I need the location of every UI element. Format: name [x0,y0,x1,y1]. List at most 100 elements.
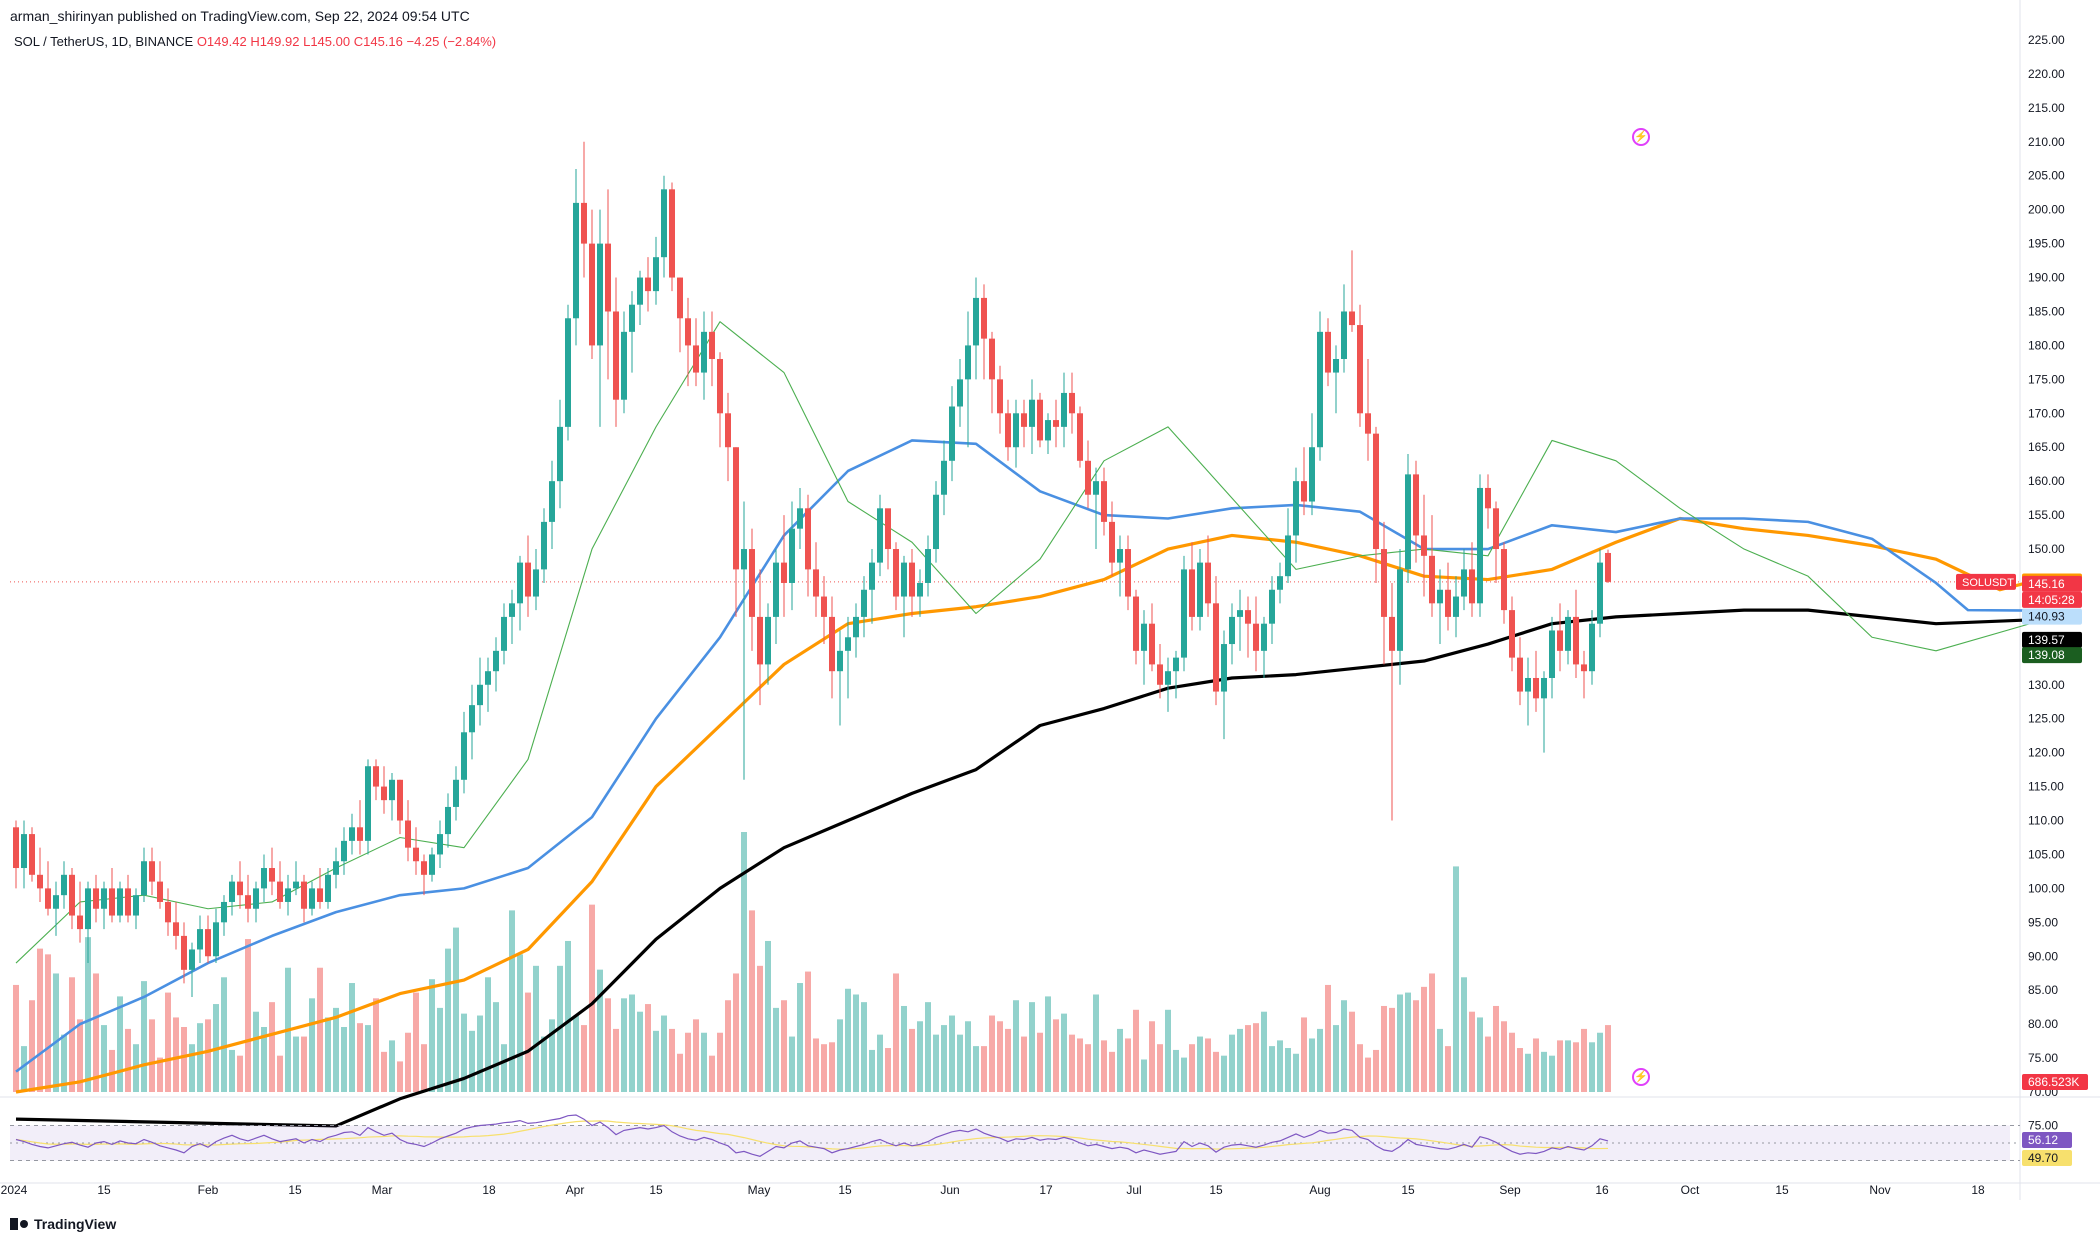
candle-body [813,569,819,597]
candle-body [381,786,387,801]
candle-body [413,847,419,862]
volume-bar [1517,1048,1523,1092]
volume-bar [125,1028,131,1092]
volume-bar [525,992,531,1092]
volume-bar [381,1051,387,1092]
candle-body [821,596,827,617]
volume-bar [797,983,803,1092]
volume-bar [1525,1053,1531,1092]
volume-bar [13,984,19,1092]
price-tick-label: 215.00 [2028,101,2065,115]
candle-body [1253,623,1259,651]
candle-body [1069,392,1075,414]
volume-bar [1229,1034,1235,1092]
rsi-value-bg [2022,1132,2072,1148]
volume-bar [829,1042,835,1092]
volume-bar [925,1002,931,1092]
candle-body [1341,311,1347,359]
volume-bar [453,927,459,1092]
candle-body [1293,481,1299,536]
candle-body [1509,610,1515,658]
price-tick-label: 110.00 [2028,814,2064,828]
price-tick-label: 115.00 [2028,780,2064,794]
time-tick-label: Apr [566,1183,585,1197]
candle-body [621,331,627,400]
candle-body [1397,569,1403,651]
candle-body [205,929,211,957]
candle-body [717,358,723,414]
candle-body [237,881,243,896]
volume-bar [645,1004,651,1092]
volume-bar [397,1061,403,1092]
volume-bar [997,1021,1003,1092]
volume-bar [901,1005,907,1092]
candle-body [1269,589,1275,624]
price-tick-label: 160.00 [2028,474,2065,488]
volume-bar [1469,1011,1475,1092]
candle-body [693,345,699,373]
volume-bar [981,1046,987,1092]
candle-body [925,549,931,583]
candle-body [1061,392,1067,427]
volume-bar [413,992,419,1092]
candle-body [469,705,475,733]
tradingview-logo-icon [10,1218,28,1230]
candle-body [1237,610,1243,617]
candle-body [725,413,731,448]
volume-bar [293,1036,299,1092]
candle-body [1325,331,1331,373]
candle-body [1133,596,1139,651]
price-tick-label: 180.00 [2028,338,2065,352]
candle-body [917,582,923,597]
high-value: H149.92 [250,34,300,49]
candle-body [877,508,883,563]
volume-bar [813,1038,819,1092]
candle-body [565,318,571,427]
volume-bar [1453,866,1459,1092]
candle-body [69,874,75,916]
candle-body [797,508,803,529]
volume-bar [909,1028,915,1092]
volume-bar [197,1023,203,1092]
volume-bar [61,1034,67,1092]
volume-bar [837,1019,843,1092]
volume-bar [1549,1055,1555,1092]
candle-body [253,888,259,909]
volume-bar [421,1044,427,1092]
candle-body [589,243,595,346]
candle-body [117,888,123,916]
symbol-title[interactable]: SOL / TetherUS, 1D, BINANCE [14,34,194,49]
candle-body [557,426,563,482]
tradingview-logo[interactable]: TradingView [10,1216,116,1232]
volume-bar [1285,1048,1291,1092]
price-tick-label: 220.00 [2028,67,2065,81]
candle-body [85,888,91,930]
price-tick-label: 165.00 [2028,440,2065,454]
candle-body [1109,521,1115,563]
candle-body [453,779,459,807]
candle-body [1501,549,1507,611]
volume-bar [1021,1036,1027,1092]
lightning-icon[interactable]: ⚡ [1632,128,1650,146]
volume-bar [1461,977,1467,1092]
volume-bar [1221,1055,1227,1092]
time-tick-label: 16 [1595,1183,1609,1197]
candle-body [1421,535,1427,556]
candle-body [405,820,411,848]
volume-bar [1605,1025,1611,1092]
time-tick-label: 15 [1401,1183,1415,1197]
volume-bar [1149,1021,1155,1092]
volume-bar [261,1027,267,1092]
volume-bar [69,977,75,1092]
candle-body [189,949,195,970]
volume-bar [309,998,315,1092]
candle-body [1333,358,1339,373]
price-tick-label: 155.00 [2028,508,2065,522]
time-tick-label: 15 [1775,1183,1789,1197]
candle-body [789,528,795,583]
candle-body [605,243,611,312]
volume-bar [301,1036,307,1092]
candle-body [1285,535,1291,577]
lightning-icon[interactable]: ⚡ [1632,1068,1650,1086]
